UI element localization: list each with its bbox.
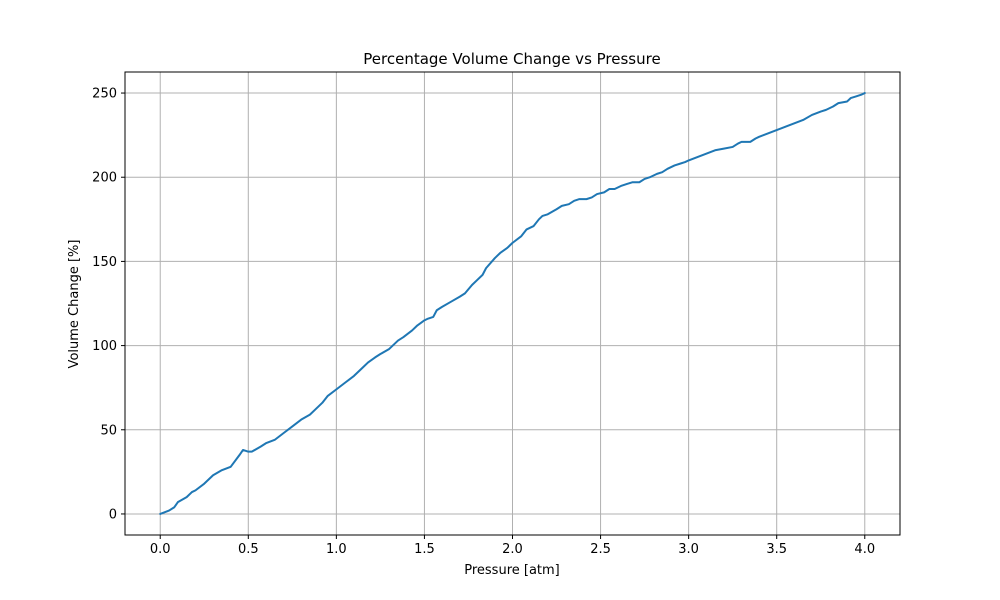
y-axis-ticks: 0 50 100 150 200 250 — [92, 87, 125, 522]
x-tick-label: 2.0 — [502, 542, 523, 557]
y-tick-label: 150 — [92, 255, 117, 270]
y-tick-label: 50 — [100, 423, 117, 438]
y-axis-label: Volume Change [%] — [67, 240, 82, 369]
series-line-0 — [159, 92, 866, 515]
x-tick-label: 1.5 — [414, 542, 435, 557]
x-tick-label: 1.0 — [326, 542, 347, 557]
x-tick-label: 3.0 — [678, 542, 699, 557]
y-tick-label: 200 — [92, 171, 117, 186]
y-tick-label: 100 — [92, 339, 117, 354]
y-tick-label: 0 — [109, 507, 117, 522]
x-tick-label: 0.5 — [238, 542, 259, 557]
x-axis-ticks: 0.0 0.5 1.0 1.5 2.0 2.5 3.0 3.5 4.0 — [150, 535, 875, 557]
y-tick-label: 250 — [92, 87, 117, 102]
x-axis-label: Pressure [atm] — [464, 563, 560, 578]
x-tick-label: 0.0 — [150, 542, 171, 557]
chart-title: Percentage Volume Change vs Pressure — [363, 50, 660, 68]
x-tick-label: 4.0 — [854, 542, 875, 557]
grid-lines — [125, 72, 900, 535]
series-group — [159, 92, 866, 515]
x-tick-label: 2.5 — [590, 542, 611, 557]
x-tick-label: 3.5 — [766, 542, 787, 557]
